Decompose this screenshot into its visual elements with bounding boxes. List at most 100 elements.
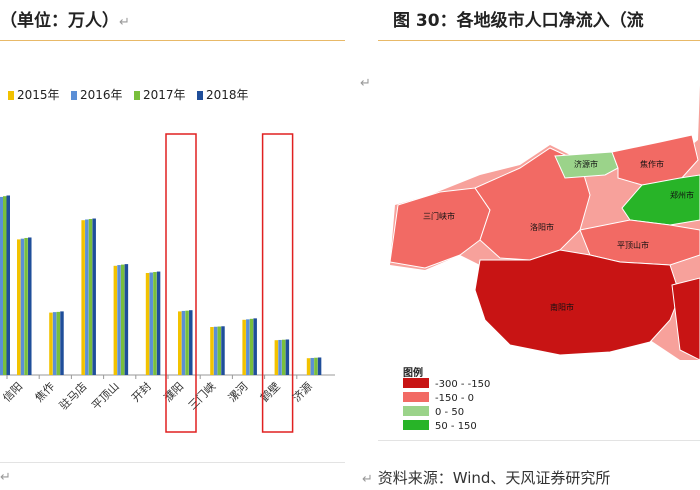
map-label-sanmenxia: 三门峡市 [423, 212, 455, 221]
map-title-text: 图 30：各地级市人口净流入（流 [393, 11, 644, 31]
map-legend-label: 0 - 50 [435, 407, 465, 418]
map-region-luoyang [474, 147, 591, 261]
bar-焦作-2016年 [52, 312, 57, 375]
legend-label: 2017年 [143, 88, 186, 102]
left-footer-rule [0, 462, 345, 463]
return-mark: ↵ [119, 15, 130, 30]
bar-鹤壁-2018年 [285, 339, 290, 375]
bar-濮阳-2016年 [181, 310, 186, 375]
bar-信阳-2018年 [28, 237, 32, 375]
map-legend-label: -300 - -150 [435, 379, 491, 390]
bar-partial [0, 196, 3, 375]
map-legend-title: 图例 [403, 368, 423, 379]
bar-开封-2015年 [145, 273, 150, 375]
bar-漯河-2016年 [246, 319, 250, 375]
bar-平顶山-2016年 [117, 265, 121, 375]
bar-三门峡-2016年 [213, 326, 218, 375]
bar-partial [3, 196, 7, 375]
bar-濮阳-2015年 [178, 311, 182, 375]
x-tick-label: 三门峡 [185, 379, 218, 412]
bar-驻马店-2018年 [92, 218, 96, 375]
bar-平顶山-2018年 [124, 264, 129, 375]
bar-鹤壁-2017年 [281, 339, 286, 375]
left-footer-return-mark: ↵ [0, 470, 11, 485]
source-text: 资料来源：Wind、天风证券研究所 [377, 469, 611, 487]
legend-swatch [8, 91, 14, 100]
map-legend-swatch [403, 378, 429, 388]
map-legend-item: -300 - -150 [403, 378, 490, 390]
bar-漯河-2015年 [242, 319, 246, 375]
map-legend-label: 50 - 150 [435, 421, 477, 432]
x-tick-label: 驻马店 [56, 379, 89, 412]
x-tick-label: 焦作 [33, 380, 58, 405]
map-region-jiyuan [554, 151, 619, 179]
legend-item-2015年: 2015年 [8, 86, 60, 103]
bar-信阳-2015年 [17, 239, 21, 375]
right-return-mark: ↵ [360, 76, 371, 91]
bar-三门峡-2018年 [221, 326, 225, 375]
bar-漯河-2018年 [253, 318, 257, 375]
map-legend-item: 50 - 150 [403, 420, 477, 432]
bar-开封-2016年 [149, 272, 153, 375]
legend-item-2016年: 2016年 [71, 86, 123, 103]
bar-信阳-2017年 [24, 237, 28, 375]
left-chart-unit-header: （单位：万人）↵ [0, 6, 130, 31]
source-return-mark: ↵ [362, 472, 373, 487]
bar-济源-2015年 [306, 358, 311, 375]
left-header-text: （单位：万人） [0, 11, 119, 31]
right-header-rule [378, 40, 700, 41]
highlight-box-濮阳 [165, 133, 197, 433]
bar-濮阳-2017年 [185, 310, 189, 375]
bar-平顶山-2015年 [113, 265, 118, 375]
map-legend-swatch [403, 420, 429, 430]
x-tick-label: 平顶山 [89, 380, 122, 413]
legend-label: 2016年 [80, 88, 123, 102]
map-legend-label: -150 - 0 [435, 393, 475, 404]
x-tick-label: 濮阳 [161, 379, 186, 404]
map-figure-title: 图 30：各地级市人口净流入（流 [393, 6, 644, 31]
bar-济源-2016年 [310, 357, 314, 375]
henan-map [389, 85, 700, 361]
legend-swatch [71, 91, 77, 100]
legend-item-2017年: 2017年 [134, 86, 186, 103]
legend-item-2018年: 2018年 [197, 86, 249, 103]
legend-label: 2018年 [206, 88, 249, 102]
bar-驻马店-2017年 [88, 219, 93, 375]
map-region-zhengzhou [621, 174, 700, 226]
map-label-jiyuan: 济源市 [574, 160, 598, 169]
bar-驻马店-2015年 [81, 220, 85, 375]
bar-焦作-2017年 [56, 311, 61, 375]
bar-开封-2018年 [156, 271, 161, 375]
bar-焦作-2015年 [49, 312, 53, 375]
highlight-box-鹤壁 [261, 133, 294, 433]
map-legend-swatch [403, 406, 429, 416]
map-region-east-edge [671, 277, 700, 361]
map-label-zhengzhou: 郑州市 [670, 191, 694, 200]
legend-swatch [197, 91, 203, 100]
bar-鹤壁-2015年 [274, 340, 279, 375]
right-footer-rule [378, 440, 700, 441]
map-label-nanyang: 南阳市 [550, 303, 574, 312]
map-label-luoyang: 洛阳市 [530, 223, 554, 232]
bar-焦作-2018年 [60, 311, 64, 375]
map-legend-swatch [403, 392, 429, 402]
bar-chart: 信阳 焦作 驻马店 平顶山 开封 濮阳 三门峡 漯河 鹤壁 济源 [0, 133, 335, 433]
source-note: ↵ 资料来源：Wind、天风证券研究所 [362, 467, 610, 488]
left-header-rule [0, 40, 345, 41]
map-region-nanyang [474, 249, 681, 356]
x-tick-label: 开封 [128, 379, 153, 404]
legend-label: 2015年 [17, 88, 60, 102]
bar-济源-2017年 [314, 357, 318, 375]
bar-三门峡-2017年 [217, 326, 222, 375]
x-tick-label: 信阳 [0, 380, 25, 405]
bar-partial [6, 195, 10, 375]
bar-漯河-2017年 [249, 318, 254, 375]
map-label-pingdingshan: 平顶山市 [617, 241, 649, 250]
bar-济源-2018年 [317, 357, 322, 375]
bar-濮阳-2018年 [189, 310, 193, 375]
map-legend-item: 0 - 50 [403, 406, 464, 418]
map-label-jiaozuo: 焦作市 [640, 160, 664, 169]
bar-信阳-2016年 [20, 238, 25, 375]
bar-鹤壁-2016年 [278, 339, 282, 375]
bar-开封-2017年 [153, 272, 157, 375]
